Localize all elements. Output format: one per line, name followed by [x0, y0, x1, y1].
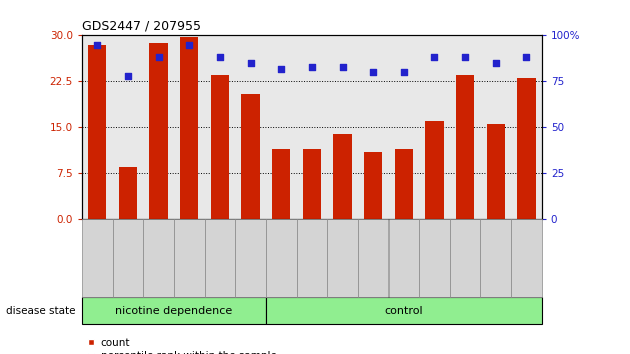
Point — [184, 42, 194, 47]
Legend: count, percentile rank within the sample: count, percentile rank within the sample — [87, 338, 277, 354]
Bar — [118, 167, 137, 219]
Bar — [425, 121, 444, 219]
Text: GSM144131: GSM144131 — [93, 235, 101, 281]
Bar — [333, 133, 352, 219]
Bar — [486, 124, 505, 219]
Text: GSM144130: GSM144130 — [522, 235, 531, 281]
Point — [276, 66, 286, 72]
Point — [460, 55, 470, 60]
Text: GSM144123: GSM144123 — [307, 235, 316, 281]
Bar — [180, 36, 198, 219]
Point — [491, 60, 501, 66]
Text: GSM144134: GSM144134 — [185, 235, 193, 281]
Bar — [210, 75, 229, 219]
Point — [246, 60, 256, 66]
Text: GSM144133: GSM144133 — [154, 235, 163, 281]
Text: GSM144125: GSM144125 — [369, 235, 377, 281]
Text: GSM144135: GSM144135 — [215, 235, 224, 281]
Bar — [394, 149, 413, 219]
Point — [215, 55, 225, 60]
Text: GSM144126: GSM144126 — [399, 235, 408, 281]
Bar — [149, 43, 168, 219]
Bar — [517, 78, 536, 219]
Text: GSM144132: GSM144132 — [123, 235, 132, 281]
Bar — [456, 75, 474, 219]
Point — [123, 73, 133, 79]
Point — [368, 69, 378, 75]
Bar — [302, 149, 321, 219]
Point — [92, 42, 102, 47]
Text: GSM144129: GSM144129 — [491, 235, 500, 281]
Bar — [88, 45, 106, 219]
Text: GSM144124: GSM144124 — [338, 235, 347, 281]
Text: control: control — [384, 306, 423, 316]
Point — [307, 64, 317, 69]
Text: GSM144136: GSM144136 — [246, 235, 255, 281]
Point — [154, 55, 164, 60]
Point — [430, 55, 440, 60]
Text: GSM144127: GSM144127 — [430, 235, 439, 281]
Text: GSM144128: GSM144128 — [461, 235, 469, 281]
Text: GDS2447 / 207955: GDS2447 / 207955 — [82, 20, 201, 33]
Point — [338, 64, 348, 69]
Bar — [241, 94, 260, 219]
Text: nicotine dependence: nicotine dependence — [115, 306, 232, 316]
Bar — [272, 149, 290, 219]
Bar — [364, 152, 382, 219]
Point — [399, 69, 409, 75]
Point — [522, 55, 532, 60]
Text: GSM144122: GSM144122 — [277, 235, 285, 281]
Text: disease state: disease state — [6, 306, 76, 316]
